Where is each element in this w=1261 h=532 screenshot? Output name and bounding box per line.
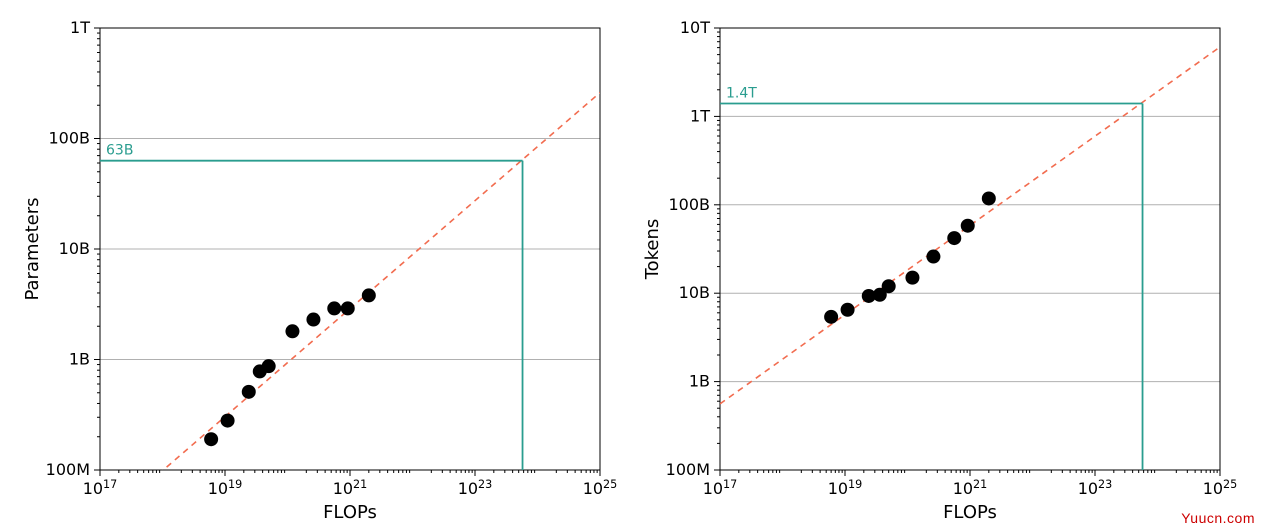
data-point: [824, 310, 838, 324]
y-axis-label: Parameters: [22, 197, 43, 300]
svg-text:1019: 1019: [208, 478, 243, 499]
data-point: [982, 191, 996, 205]
svg-text:100M: 100M: [46, 460, 90, 479]
svg-text:100B: 100B: [668, 195, 710, 214]
tokens-chart: 1017 1019 1021 1023 1025 100M 1B 10B 100B 1T 10T FL…: [620, 0, 1240, 532]
data-point: [362, 288, 376, 302]
x-axis-label: FLOPs: [943, 502, 997, 523]
data-point: [841, 303, 855, 317]
data-point: [947, 231, 961, 245]
data-point: [882, 279, 896, 293]
svg-text:1023: 1023: [458, 478, 493, 499]
data-point: [341, 301, 355, 315]
svg-text:10B: 10B: [679, 283, 710, 302]
y-axis-label: Tokens: [642, 219, 663, 281]
annotation-label: 1.4T: [726, 85, 757, 101]
data-point: [926, 250, 940, 264]
svg-text:1017: 1017: [703, 478, 738, 499]
data-point: [204, 432, 218, 446]
svg-text:1T: 1T: [690, 106, 710, 125]
chart-pair: 1017 1019 1021 1023 1025 100M 1B 10B 100B 1T FLOPs…: [0, 0, 1261, 532]
data-point: [905, 271, 919, 285]
data-point: [262, 359, 276, 373]
data-point: [306, 313, 320, 327]
svg-text:1B: 1B: [69, 350, 90, 369]
watermark-text: Yuucn.com: [1181, 510, 1255, 526]
svg-text:1019: 1019: [828, 478, 863, 499]
parameters-chart: 1017 1019 1021 1023 1025 100M 1B 10B 100B 1T FLOPs…: [0, 0, 620, 532]
svg-text:100M: 100M: [666, 460, 710, 479]
data-point: [221, 414, 235, 428]
svg-text:1025: 1025: [583, 478, 618, 499]
svg-text:10B: 10B: [59, 239, 90, 258]
svg-text:1B: 1B: [689, 372, 710, 391]
data-point: [285, 324, 299, 338]
annotation-label: 63B: [106, 143, 133, 159]
x-axis-label: FLOPs: [323, 502, 377, 523]
svg-text:1T: 1T: [70, 18, 90, 37]
data-point: [242, 385, 256, 399]
svg-text:1025: 1025: [1203, 478, 1238, 499]
svg-text:1017: 1017: [83, 478, 118, 499]
data-point: [961, 219, 975, 233]
svg-text:1023: 1023: [1078, 478, 1113, 499]
svg-text:10T: 10T: [680, 18, 710, 37]
data-point: [327, 301, 341, 315]
svg-text:100B: 100B: [48, 129, 90, 148]
svg-text:1021: 1021: [953, 478, 988, 499]
svg-text:1021: 1021: [333, 478, 368, 499]
